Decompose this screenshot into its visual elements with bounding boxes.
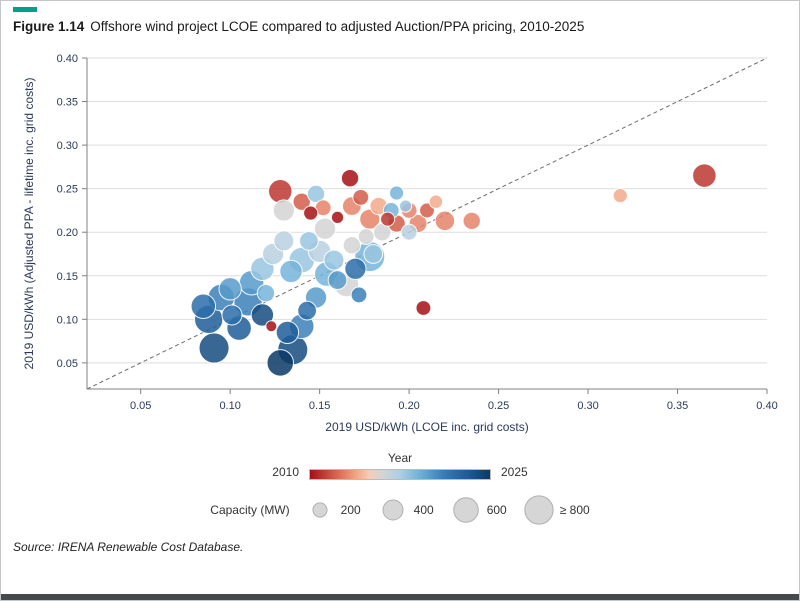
data-bubble (221, 304, 243, 326)
data-bubble (400, 223, 418, 241)
year-legend: 2010 Year 2025 (272, 451, 528, 480)
x-tick-label: 0.05 (130, 400, 151, 412)
y-tick-label: 0.15 (57, 271, 78, 283)
capacity-item-label: 200 (340, 503, 361, 517)
year-gradient-bar (309, 469, 491, 480)
data-bubble (303, 205, 319, 221)
capacity-circle-icon (452, 497, 479, 523)
data-bubble (313, 217, 337, 240)
y-tick-label: 0.10 (57, 314, 78, 326)
data-bubble (612, 188, 628, 204)
y-tick-label: 0.40 (57, 53, 78, 65)
capacity-item-label: ≥ 800 (559, 503, 590, 517)
figure-title: Offshore wind project LCOE compared to a… (90, 19, 585, 34)
data-bubble (265, 320, 278, 333)
data-bubble (266, 349, 294, 377)
scatter-plot: 0.05 0.10 0.15 0.20 0.25 0.30 0.35 0.40 0.05 0.10… (22, 53, 778, 434)
data-bubble (275, 320, 300, 345)
data-bubble (340, 169, 360, 188)
capacity-legend-title: Capacity (MW) (210, 503, 290, 517)
data-bubble (462, 211, 481, 231)
y-tick-label: 0.20 (57, 227, 78, 239)
capacity-legend-item: 400 (377, 494, 434, 526)
data-bubble (342, 236, 362, 255)
accent-bar (13, 7, 37, 12)
data-bubble (344, 257, 367, 280)
data-bubble (398, 199, 413, 213)
source-text: Source: IRENA Renewable Cost Database. (13, 540, 244, 554)
capacity-circle-icon (382, 499, 404, 521)
data-bubble (363, 244, 384, 264)
x-tick-label: 0.25 (488, 400, 509, 412)
data-bubble (299, 231, 319, 251)
y-tick-label: 0.05 (57, 358, 78, 370)
figure-label: Figure 1.14 (13, 19, 85, 34)
data-bubble (380, 211, 396, 227)
figure-title-line: Figure 1.14 Offshore wind project LCOE co… (13, 19, 799, 34)
x-tick-label: 0.30 (577, 400, 598, 412)
data-bubble (389, 185, 405, 201)
x-tick-label: 0.35 (667, 400, 688, 412)
data-bubble (292, 192, 311, 211)
data-bubble (419, 202, 435, 219)
data-bubble (297, 300, 317, 321)
year-legend-title: Year (387, 451, 413, 465)
data-bubble (273, 230, 295, 252)
data-bubble (327, 270, 348, 290)
capacity-item-label: 600 (486, 503, 507, 517)
x-tick-label: 0.15 (309, 400, 330, 412)
x-tick-label: 0.40 (756, 400, 777, 412)
data-bubble (428, 194, 444, 209)
data-bubble (692, 163, 717, 188)
data-bubble (350, 286, 368, 304)
data-bubble (198, 332, 230, 364)
y-tick-label: 0.30 (57, 140, 78, 152)
y-axis-title: 2019 USD/kWh (Adjusted PPA - lifetime in… (22, 78, 36, 370)
legend-block: 2010 Year 2025 Capacity (MW) 200 400 600 ≥ … (1, 451, 799, 526)
year-legend-max-label: 2025 (501, 465, 528, 479)
year-legend-min-label: 2010 (272, 465, 299, 479)
capacity-legend-item: 200 (304, 494, 361, 526)
capacity-circle-icon (524, 495, 554, 525)
x-tick-label: 0.10 (219, 400, 240, 412)
data-bubble (279, 259, 303, 284)
y-tick-label: 0.25 (57, 184, 78, 196)
data-bubble (268, 179, 293, 204)
data-bubble (218, 277, 242, 301)
capacity-legend-item: 600 (450, 494, 507, 526)
data-bubble (306, 184, 326, 204)
data-bubble (190, 293, 217, 319)
data-bubble (330, 210, 345, 225)
data-bubble (415, 300, 432, 316)
year-gradient-column: Year (309, 451, 491, 480)
capacity-legend-item: ≥ 800 (523, 494, 590, 526)
x-tick-label: 0.20 (398, 400, 419, 412)
data-bubble (352, 188, 370, 206)
figure-header: Figure 1.14 Offshore wind project LCOE co… (1, 1, 799, 34)
capacity-legend: Capacity (MW) 200 400 600 ≥ 800 (210, 494, 590, 526)
data-bubble (323, 249, 345, 271)
data-bubble (272, 199, 295, 222)
data-bubble (357, 228, 375, 245)
bottom-edge-bar (1, 594, 799, 600)
capacity-legend-items: 200 400 600 ≥ 800 (304, 494, 590, 526)
capacity-item-label: 400 (413, 503, 434, 517)
y-tick-label: 0.35 (57, 97, 78, 109)
capacity-circle-icon (312, 502, 328, 518)
data-bubble (434, 210, 456, 232)
data-bubble (256, 284, 276, 303)
data-bubble (250, 303, 275, 327)
x-axis-title: 2019 USD/kWh (LCOE inc. grid costs) (325, 420, 528, 434)
chart-canvas: 0.05 0.10 0.15 0.20 0.25 0.30 0.35 0.40 0.05 0.10… (17, 44, 799, 441)
